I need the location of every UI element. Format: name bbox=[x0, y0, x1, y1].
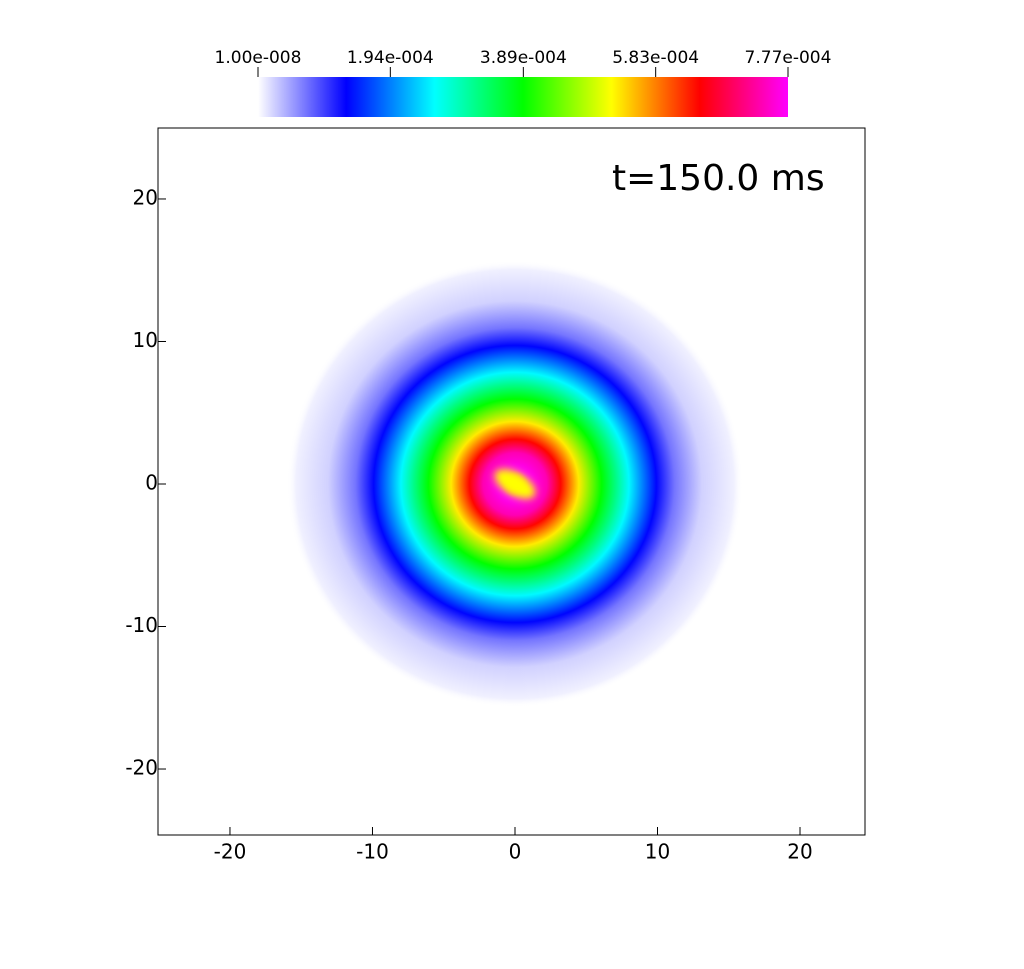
x-tick-label: -10 bbox=[356, 840, 389, 864]
y-tick-label: -10 bbox=[125, 613, 158, 637]
colorbar-tick-label: 1.94e-004 bbox=[347, 48, 434, 68]
y-tick-label: 10 bbox=[133, 328, 158, 352]
colorbar-tick-label: 3.89e-004 bbox=[480, 48, 567, 68]
x-tick-label: 10 bbox=[645, 840, 670, 864]
colorbar bbox=[258, 77, 788, 117]
colorbar-tick-label: 1.00e-008 bbox=[215, 48, 302, 68]
field-core bbox=[494, 468, 536, 500]
field bbox=[286, 260, 744, 708]
y-tick-label: 0 bbox=[145, 470, 158, 494]
x-tick-label: -20 bbox=[214, 840, 247, 864]
colorbar-tick-label: 7.77e-004 bbox=[745, 48, 832, 68]
x-tick-label: 20 bbox=[787, 840, 812, 864]
x-tick-label: 0 bbox=[509, 840, 522, 864]
y-tick-label: 20 bbox=[133, 185, 158, 209]
colorbar-tick-label: 5.83e-004 bbox=[612, 48, 699, 68]
annotation: t=150.0 ms bbox=[612, 158, 825, 199]
y-tick-label: -20 bbox=[125, 756, 158, 780]
